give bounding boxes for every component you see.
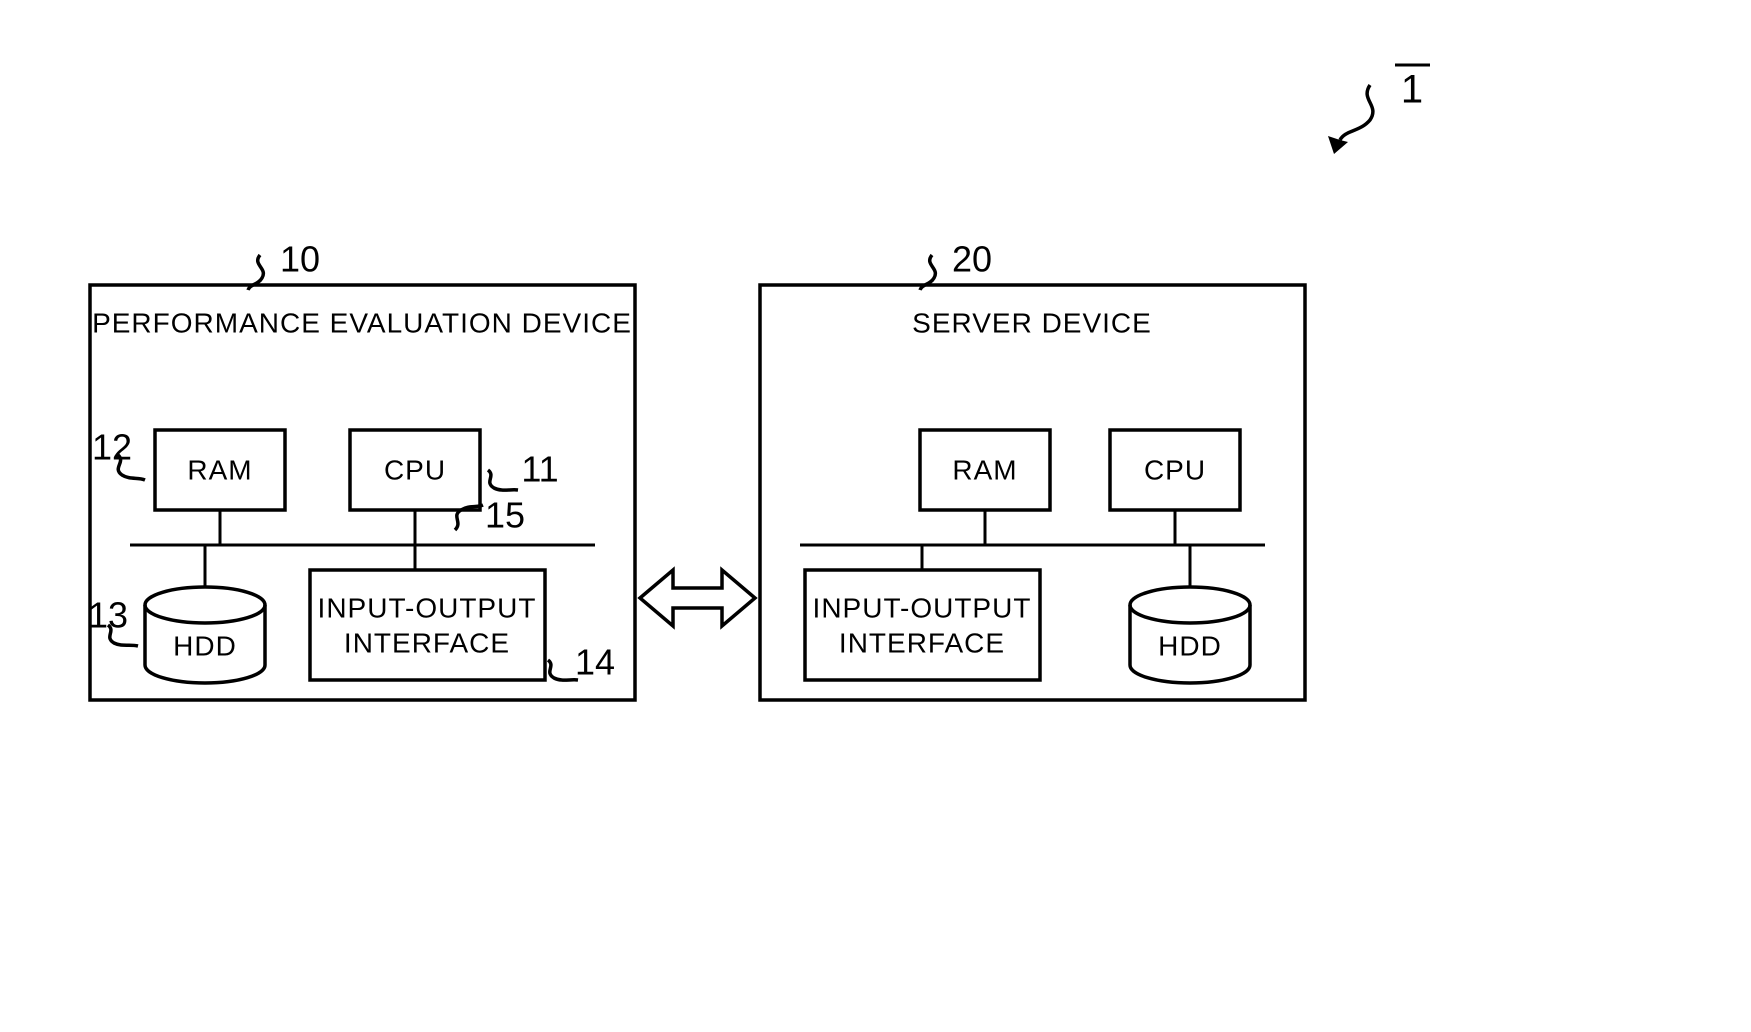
io-box [805,570,1040,680]
io-label-2: INTERFACE [839,627,1005,658]
ram-label: RAM [187,454,252,485]
io-box [310,570,545,680]
ref-10: 10 [280,239,320,280]
io-label-1: INPUT-OUTPUT [318,592,537,623]
cpu-label: CPU [1144,454,1206,485]
leader-11 [488,470,518,490]
ref-15: 15 [485,495,525,536]
bidirectional-arrow [640,570,755,626]
device-server: 20 SERVER DEVICE RAM CPU INPUT-OUTPUT IN… [760,239,1305,700]
device-performance-evaluation: 10 PERFORMANCE EVALUATION DEVICE RAM 12 … [88,239,635,700]
device-title: SERVER DEVICE [912,307,1152,338]
io-label-1: INPUT-OUTPUT [813,592,1032,623]
ref-14: 14 [575,642,615,683]
system-ref: 1 [1328,65,1430,154]
diagram-canvas: 1 10 PERFORMANCE EVALUATION DEVICE RAM 1… [0,0,1751,1032]
hdd-label: HDD [1158,630,1222,661]
system-ref-label: 1 [1401,68,1423,112]
hdd-cylinder: HDD [1130,587,1250,683]
io-label-2: INTERFACE [344,627,510,658]
ref-12: 12 [92,427,132,468]
ram-label: RAM [952,454,1017,485]
device-title: PERFORMANCE EVALUATION DEVICE [92,307,632,338]
ref-13: 13 [88,595,128,636]
cpu-label: CPU [384,454,446,485]
hdd-label: HDD [173,630,237,661]
ref-11: 11 [521,449,558,490]
hdd-cylinder: HDD [145,587,265,683]
ref-20: 20 [952,239,992,280]
leader-14 [548,660,578,680]
